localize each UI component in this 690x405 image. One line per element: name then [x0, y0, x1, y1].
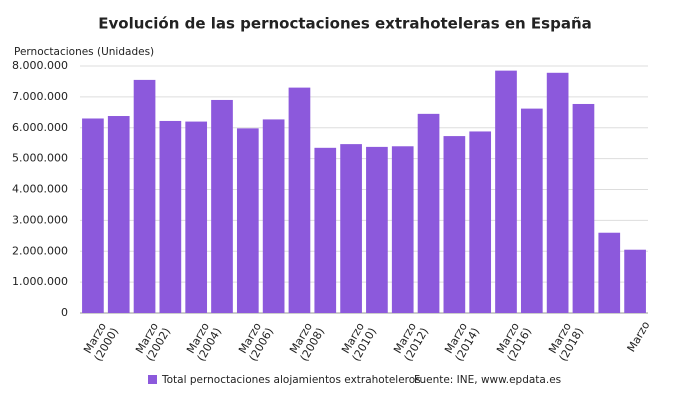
bar — [133, 79, 156, 313]
y-tick-label: 4.000.000 — [12, 183, 68, 196]
bar — [262, 119, 285, 313]
bar — [391, 146, 414, 313]
y-tick-label: 7.000.000 — [12, 90, 68, 103]
bar — [546, 72, 569, 313]
bar — [495, 70, 517, 313]
bar — [236, 128, 259, 313]
source: Fuente: INE, www.epdata.es — [414, 374, 561, 386]
legend-label: Total pernoctaciones alojamientos extrah… — [161, 374, 421, 386]
y-tick-label: 8.000.000 — [12, 59, 68, 72]
bar — [107, 116, 130, 313]
y-tick-label: 3.000.000 — [12, 213, 68, 226]
bar — [520, 108, 543, 313]
bar — [624, 249, 646, 313]
bar — [366, 146, 388, 313]
bar — [82, 118, 104, 313]
bar — [340, 144, 362, 313]
y-tick-label: 1.000.000 — [12, 275, 68, 288]
chart-title: Evolución de las pernoctaciones extrahot… — [98, 15, 592, 33]
y-tick-label: 2.000.000 — [12, 244, 68, 257]
y-tick-label: 5.000.000 — [12, 152, 68, 165]
bar — [417, 113, 440, 313]
legend-swatch — [148, 375, 157, 384]
bar — [314, 147, 337, 313]
y-tick-label: 0 — [61, 306, 68, 319]
bar — [288, 87, 311, 313]
bar — [185, 121, 208, 313]
bar — [159, 120, 182, 314]
bar — [598, 232, 621, 313]
bar — [211, 99, 233, 314]
y-axis-label: Pernoctaciones (Unidades) — [14, 46, 154, 58]
bar — [469, 131, 492, 313]
bar — [443, 136, 466, 313]
bar — [572, 103, 595, 313]
y-tick-label: 6.000.000 — [12, 121, 68, 134]
